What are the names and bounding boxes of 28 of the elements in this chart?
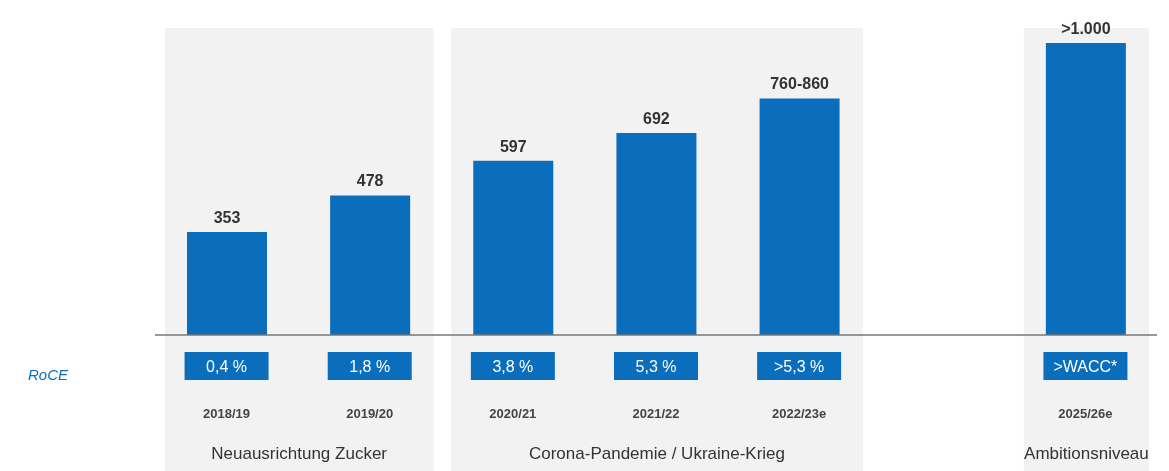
x-tick-label: 2022/23e bbox=[772, 406, 827, 422]
bar bbox=[1045, 43, 1126, 335]
data-label: >1.000 bbox=[1061, 20, 1111, 37]
bar bbox=[187, 231, 267, 335]
data-label: 760-860 bbox=[770, 75, 830, 93]
text: >WACC* bbox=[1053, 358, 1118, 375]
x-tick-label: 2020/21 bbox=[489, 406, 537, 422]
data-label: 692 bbox=[643, 109, 670, 127]
band-label: Ambitionsniveau bbox=[1024, 444, 1149, 463]
data-label: 353 bbox=[213, 208, 241, 226]
bar bbox=[759, 98, 840, 335]
band-label: Corona-Pandemie / Ukraine-Krieg bbox=[528, 444, 786, 463]
bar bbox=[473, 160, 554, 335]
text: 3,8 % bbox=[492, 358, 534, 375]
data-label: 478 bbox=[356, 172, 384, 190]
text: 0,4 % bbox=[206, 358, 248, 375]
text: >5,3 % bbox=[774, 358, 825, 375]
x-tick-label: 2019/20 bbox=[346, 406, 394, 422]
band-label: Neuausrichtung Zucker bbox=[211, 444, 388, 463]
text: 5,3 % bbox=[635, 358, 677, 375]
text: RoCE bbox=[28, 366, 70, 383]
x-tick-label: 2018/19 bbox=[203, 406, 251, 422]
data-label: 597 bbox=[499, 137, 527, 155]
bar bbox=[330, 195, 411, 335]
bar bbox=[616, 132, 697, 335]
x-tick-label: 2025/26e bbox=[1058, 406, 1113, 422]
text: 1,8 % bbox=[349, 358, 391, 375]
x-tick-label: 2021/22 bbox=[632, 406, 680, 422]
